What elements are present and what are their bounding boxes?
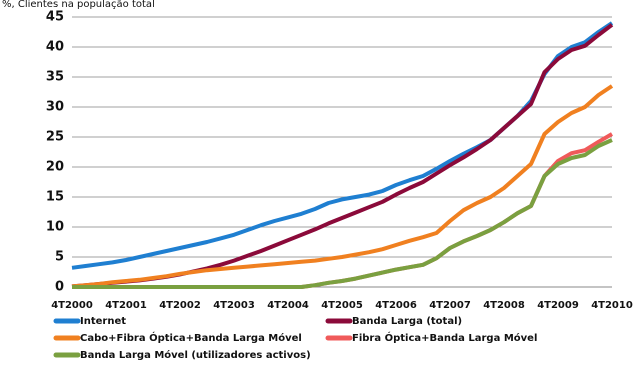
y-tick-label: 45	[46, 10, 64, 25]
x-tick-label: 4T2008	[483, 300, 525, 311]
y-tick-label: 15	[46, 190, 64, 205]
x-tick-label: 4T2009	[537, 300, 579, 311]
y-tick-label: 0	[55, 280, 64, 295]
series-line	[72, 138, 613, 289]
y-tick-label: 20	[46, 160, 64, 175]
x-tick-label: 4T2010	[591, 300, 633, 311]
y-tick-label: 30	[46, 100, 64, 115]
y-tick-label: 35	[46, 70, 64, 85]
legend-label: Banda Larga (total)	[352, 316, 462, 327]
legend-label: Internet	[80, 316, 126, 327]
x-tick-label: 4T2001	[105, 300, 147, 311]
x-tick-label: 4T2000	[51, 300, 93, 311]
x-tick-label: 4T2006	[375, 300, 417, 311]
y-tick-label: 10	[46, 220, 64, 235]
y-tick-label: 25	[46, 130, 64, 145]
legend-label: Banda Larga Móvel (utilizadores activos)	[80, 349, 311, 361]
series-line	[71, 84, 614, 289]
legend-label: Fibra Óptica+Banda Larga Móvel	[352, 331, 537, 344]
x-tick-label: 4T2003	[213, 300, 255, 311]
legend-label: Cabo+Fibra Óptica+Banda Larga Móvel	[80, 331, 302, 344]
chart-title: %, Clientes na população total	[2, 0, 155, 10]
x-tick-label: 4T2007	[429, 300, 471, 311]
series-line	[71, 23, 614, 289]
x-tick-label: 4T2004	[267, 300, 309, 311]
series-line	[71, 21, 614, 270]
y-tick-label: 5	[55, 250, 64, 265]
x-tick-label: 4T2002	[159, 300, 201, 311]
x-tick-label: 4T2005	[321, 300, 363, 311]
series-line	[72, 132, 614, 289]
y-tick-label: 40	[46, 40, 64, 55]
